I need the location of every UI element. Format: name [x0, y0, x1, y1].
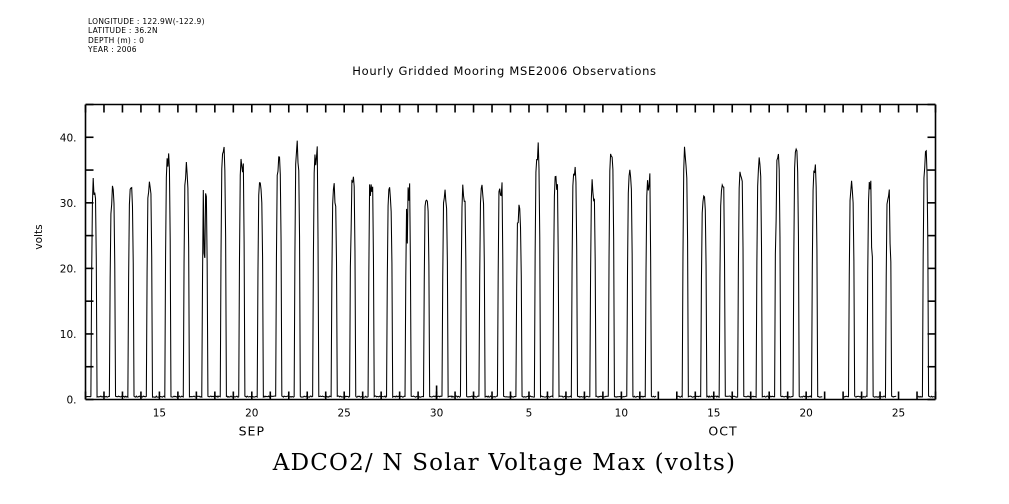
- metadata-block: LONGITUDE : 122.9W(-122.9) LATITUDE : 36…: [88, 17, 205, 55]
- data-series-line: [85, 140, 936, 399]
- x-tick-label: 15: [153, 408, 166, 420]
- y-tick-label: 30.: [60, 198, 77, 210]
- x-axis-ticks: [84, 104, 937, 400]
- x-tick-label: 30: [430, 408, 443, 420]
- x-tick-label: 25: [892, 408, 905, 420]
- metadata-year: YEAR : 2006: [88, 45, 137, 55]
- y-axis-labels: 0. 10. 20. 30. 40.: [60, 132, 77, 406]
- x-axis-month-label: SEP: [239, 424, 265, 439]
- y-tick-label: 10.: [60, 329, 77, 341]
- x-tick-label: 10: [615, 408, 628, 420]
- y-tick-label: 40.: [60, 132, 77, 144]
- chart-title: Hourly Gridded Mooring MSE2006 Observati…: [352, 64, 657, 78]
- x-tick-label: 20: [799, 408, 812, 420]
- plot-frame: [84, 103, 937, 401]
- x-tick-label: 25: [338, 408, 351, 420]
- y-axis-ticks: [85, 103, 936, 401]
- x-axis-month-labels: SEP OCT: [239, 424, 737, 439]
- y-tick-label: 20.: [60, 263, 77, 275]
- metadata-depth: DEPTH (m) : 0: [88, 35, 145, 45]
- y-tick-label: 0.: [66, 395, 76, 407]
- x-tick-label: 20: [245, 408, 258, 420]
- y-axis-title-text: volts: [33, 224, 45, 249]
- x-axis-labels: 15 20 25 30 5 10 15 20 25: [153, 408, 906, 420]
- y-axis-title: volts: [33, 224, 45, 249]
- metadata-longitude: LONGITUDE : 122.9W(-122.9): [88, 17, 205, 26]
- figure-caption: ADCO2/ N Solar Voltage Max (volts): [272, 450, 737, 476]
- x-axis-month-label: OCT: [708, 424, 737, 439]
- metadata-latitude: LATITUDE : 36.2N: [88, 26, 158, 36]
- x-tick-label: 15: [707, 408, 720, 420]
- x-tick-label: 5: [526, 408, 533, 420]
- series-path-n-solar-voltage-max: [85, 140, 936, 399]
